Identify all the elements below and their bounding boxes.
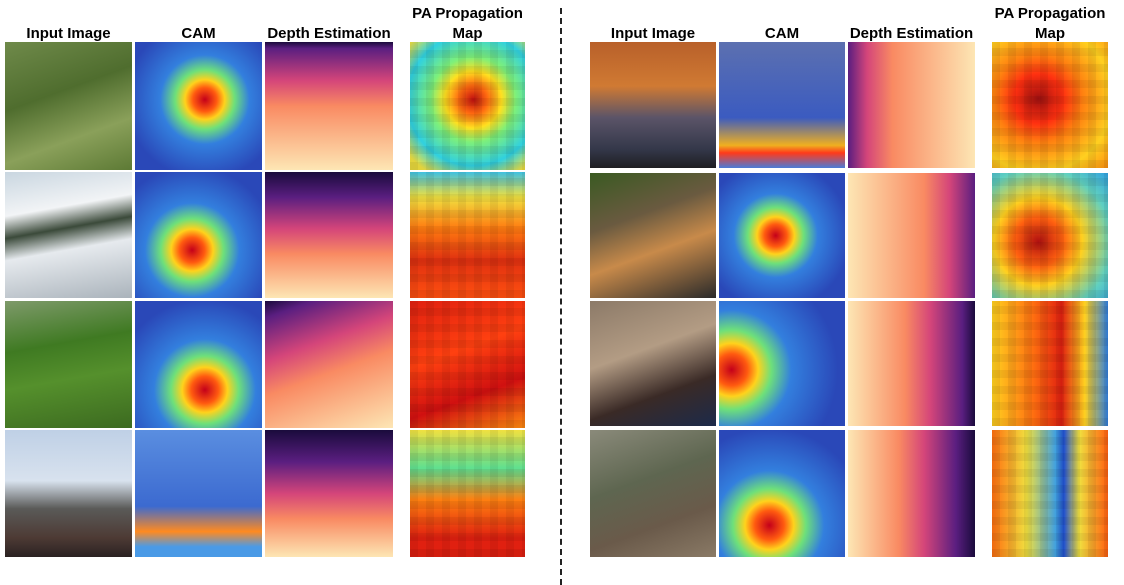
cam-map xyxy=(719,430,845,557)
column-header: Input Image xyxy=(583,24,723,44)
pa-propagation-map xyxy=(410,42,525,170)
input-image xyxy=(5,430,132,557)
column-header: Input Image xyxy=(0,24,139,44)
depth-map xyxy=(265,301,393,428)
column-header: Depth Estimation xyxy=(259,24,399,44)
depth-map xyxy=(265,172,393,298)
depth-map xyxy=(848,42,975,168)
cam-map xyxy=(719,301,845,426)
cam-map xyxy=(135,430,262,557)
depth-map xyxy=(848,173,975,298)
input-image xyxy=(5,301,132,428)
cam-map xyxy=(135,172,262,298)
input-image xyxy=(590,42,716,168)
pa-propagation-map xyxy=(992,301,1108,426)
cam-map xyxy=(135,301,262,428)
column-header: CAM xyxy=(712,24,852,44)
depth-map xyxy=(265,42,393,170)
input-image xyxy=(590,173,716,298)
figure: Input ImageCAMDepth EstimationPA Propaga… xyxy=(0,0,1124,585)
pa-propagation-map xyxy=(992,430,1108,557)
panel-divider xyxy=(560,8,562,585)
cam-map xyxy=(135,42,262,170)
pa-propagation-map xyxy=(410,172,525,298)
column-header: PA Propagation Map xyxy=(398,4,538,44)
pa-propagation-map xyxy=(992,173,1108,298)
pa-propagation-map xyxy=(410,430,525,557)
cam-map xyxy=(719,42,845,168)
depth-map xyxy=(848,301,975,426)
input-image xyxy=(5,172,132,298)
column-header: PA Propagation Map xyxy=(980,4,1120,44)
input-image xyxy=(590,301,716,426)
depth-map xyxy=(265,430,393,557)
cam-map xyxy=(719,173,845,298)
input-image xyxy=(5,42,132,170)
pa-propagation-map xyxy=(992,42,1108,168)
column-header: Depth Estimation xyxy=(842,24,982,44)
input-image xyxy=(590,430,716,557)
column-header: CAM xyxy=(129,24,269,44)
depth-map xyxy=(848,430,975,557)
pa-propagation-map xyxy=(410,301,525,428)
